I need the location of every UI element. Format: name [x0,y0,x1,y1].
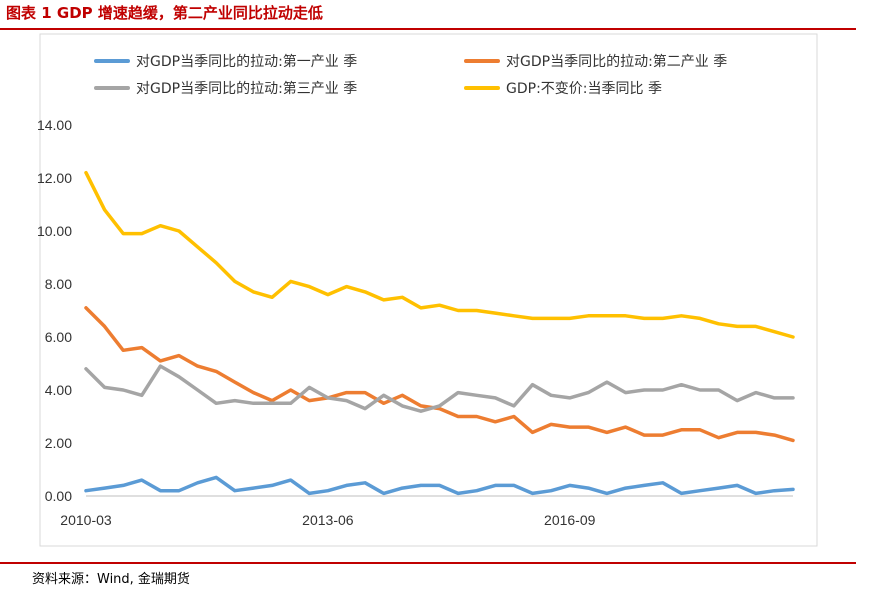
x-tick-label: 2016-09 [544,512,596,528]
series-group [84,170,795,496]
y-tick-label: 14.00 [37,117,72,133]
source-rule [0,562,856,564]
line-chart: 对GDP当季同比的拉动:第一产业 季 对GDP当季同比的拉动:第二产业 季对GDP… [37,33,818,547]
series-line-2 [84,306,795,443]
y-tick-label: 12.00 [37,170,72,186]
y-tick-label: 10.00 [37,223,72,239]
title-rule [0,28,856,30]
source-note: 资料来源：Wind, 金瑞期货 [32,572,190,587]
legend-label: 对GDP当季同比的拉动:第二产业 季 [506,53,727,70]
axes: 0.00 2.00 4.00 6.00 8.00 10.00 12.00 14.00 2010-… [37,117,793,528]
x-tick-label: 2010-03 [60,512,112,528]
legend: 对GDP当季同比的拉动:第一产业 季 对GDP当季同比的拉动:第二产业 季对GDP… [94,53,727,97]
series-line-4 [84,170,795,339]
figure-title: 图表 1 GDP 增速趋缓，第二产业同比拉动走低 [6,4,323,22]
legend-label: GDP:不变价:当季同比 季 [506,81,662,97]
y-tick-label: 8.00 [45,276,72,292]
y-tick-label: 0.00 [45,488,72,504]
legend-label: 对GDP当季同比的拉动:第一产业 季 [136,53,357,70]
series-line-3 [84,364,795,413]
y-tick-label: 6.00 [45,329,72,345]
y-tick-label: 2.00 [45,435,72,451]
series-line-1 [84,475,795,496]
legend-label: 对GDP当季同比的拉动:第三产业 季 [136,80,357,97]
y-tick-label: 4.00 [45,382,72,398]
x-tick-label: 2013-06 [302,512,354,528]
chart-area-border [39,33,818,547]
